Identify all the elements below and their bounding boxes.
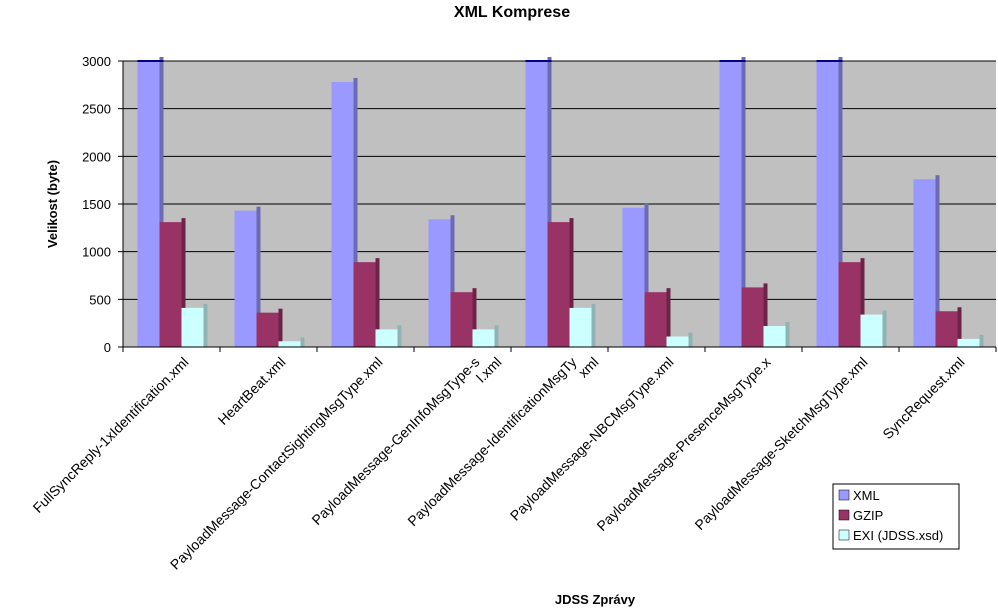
legend: XML GZIP EXI (JDSS.xsd)	[832, 483, 960, 550]
bar-side	[547, 57, 552, 347]
x-tick-label: PayloadMessage-PresenceMsgType.x	[593, 354, 773, 534]
bar-side	[979, 334, 984, 347]
axes	[118, 60, 997, 352]
bar-side	[838, 57, 843, 347]
x-tick-label-fragment: xml	[575, 354, 602, 381]
bar-side	[741, 57, 746, 347]
y-tick-labels: 0 500 1000 1500 2000 2500 3000	[82, 54, 111, 355]
legend-label-3: EXI (JDSS.xsd)	[853, 528, 943, 543]
bar-exi-9	[957, 338, 980, 347]
bar-exi-8	[860, 314, 883, 347]
bar-xml-6	[622, 207, 645, 347]
y-tick-label: 500	[89, 292, 111, 307]
y-tick-label: 0	[104, 340, 111, 355]
x-category-labels: FullSyncReply-1xIdentification.xml HeartB…	[30, 354, 968, 573]
y-tick-label: 2000	[82, 149, 111, 164]
x-tick-label: HeartBeat.xml	[215, 354, 289, 428]
bars	[137, 57, 984, 348]
x-tick-label: PayloadMessage-IdentificationMsgTy	[404, 354, 579, 529]
legend-label-1: XML	[853, 488, 880, 503]
bar-side	[860, 258, 865, 347]
bar-side	[472, 288, 477, 347]
bar-side	[181, 218, 186, 347]
x-tick-label: PayloadMessage-NBCMsgType.xml	[507, 354, 677, 524]
bar-gzip-5	[547, 222, 570, 347]
bar-xml-2	[234, 210, 257, 347]
bar-gzip-7	[741, 287, 764, 347]
bar-exi-5	[569, 307, 592, 347]
bar-side	[300, 337, 305, 347]
bar-side	[569, 218, 574, 347]
legend-swatch-1	[838, 489, 850, 501]
x-tick-label: SyncRequest.xml	[879, 354, 967, 442]
bar-side	[159, 57, 164, 347]
bar-side	[353, 77, 358, 348]
bar-gzip-2	[256, 312, 279, 347]
bar-side	[375, 258, 380, 347]
legend-swatch-3	[838, 529, 850, 541]
x-tick-label: FullSyncReply-1xIdentification.xml	[30, 354, 192, 516]
bar-exi-1	[181, 307, 204, 347]
bar-xml-8	[816, 61, 839, 347]
bar-gzip-8	[838, 262, 861, 347]
bar-side	[882, 310, 887, 347]
bar-gzip-6	[644, 292, 667, 347]
bar-exi-4	[472, 329, 495, 347]
bar-side	[397, 325, 402, 347]
bar-side	[688, 332, 693, 347]
legend-swatch-2	[838, 509, 850, 521]
bar-gzip-1	[159, 222, 182, 347]
x-axis-title: JDSS Zprávy	[555, 592, 636, 607]
bar-side	[957, 307, 962, 347]
bar-side	[591, 303, 596, 347]
bar-side	[278, 308, 283, 347]
bar-side	[666, 288, 671, 347]
bar-side	[785, 322, 790, 347]
bar-xml-7	[719, 61, 742, 347]
bar-gzip-4	[450, 292, 473, 347]
bar-exi-7	[763, 326, 786, 347]
bar-side	[450, 215, 455, 347]
bar-xml-4	[428, 219, 451, 347]
bar-side	[256, 206, 261, 347]
legend-box	[832, 483, 960, 550]
bar-gzip-9	[935, 311, 958, 347]
bar-xml-3	[331, 81, 354, 348]
chart-title: XML Komprese	[454, 4, 570, 21]
y-tick-label: 2500	[82, 102, 111, 117]
bar-xml-9	[913, 179, 936, 347]
bar-side	[203, 303, 208, 347]
bar-side	[935, 175, 940, 347]
legend-label-2: GZIP	[853, 508, 883, 523]
bar-side	[644, 203, 649, 347]
y-tick-label: 3000	[82, 54, 111, 69]
bar-xml-5	[525, 61, 548, 347]
bar-exi-6	[666, 336, 689, 347]
bar-side	[763, 283, 768, 347]
y-tick-label: 1000	[82, 245, 111, 260]
x-tick-label-fragment: l.xml	[473, 354, 505, 386]
bar-exi-3	[375, 329, 398, 347]
x-tick-label: PayloadMessage-ContactSightingMsgType.xm…	[167, 354, 386, 573]
y-tick-label: 1500	[82, 197, 111, 212]
y-axis-title: Velikost (byte)	[45, 160, 60, 248]
bar-gzip-3	[353, 262, 376, 347]
bar-xml-1	[137, 61, 160, 347]
x-tick-label: PayloadMessage-GenInfoMsgType-s	[308, 354, 482, 528]
bar-side	[494, 325, 499, 347]
bar-exi-2	[278, 341, 301, 347]
